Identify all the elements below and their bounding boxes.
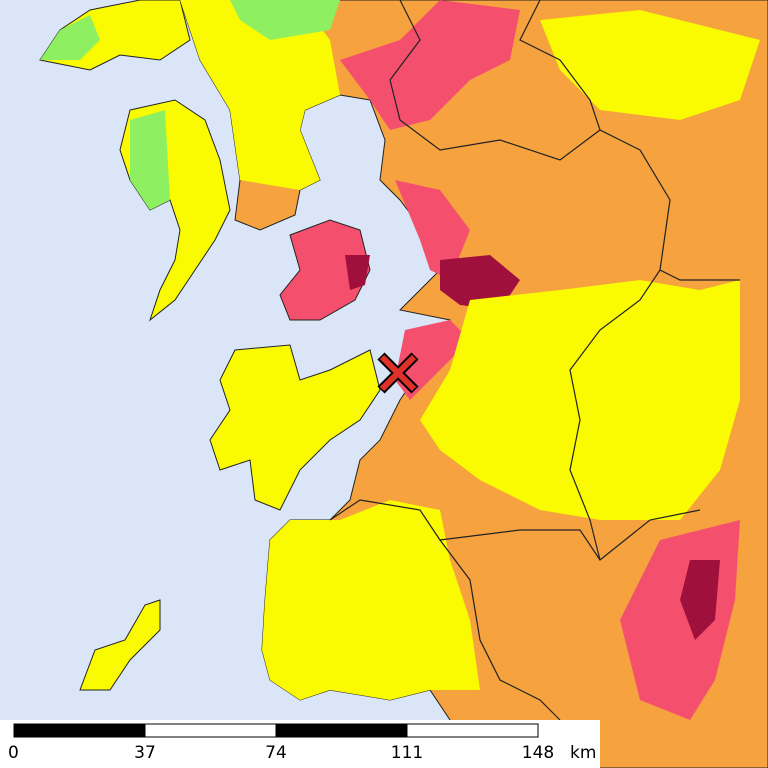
scale-unit: km: [570, 743, 596, 763]
scale-segment: [144, 723, 277, 738]
scale-label: 74: [265, 743, 287, 763]
scale-label: 37: [134, 743, 156, 763]
scale-segment: [275, 723, 408, 738]
scale-label: 0: [8, 743, 19, 763]
scale-segment: [13, 723, 146, 738]
scale-label: 111: [391, 743, 423, 763]
scale-label: 148: [522, 743, 554, 763]
prefecture-borders: [329, 0, 740, 721]
intensity-zones: [40, 0, 760, 720]
scale-segment: [406, 723, 539, 738]
scale-bar: 0 37 74 111 148 km: [0, 720, 600, 768]
epicenter: [377, 352, 419, 394]
